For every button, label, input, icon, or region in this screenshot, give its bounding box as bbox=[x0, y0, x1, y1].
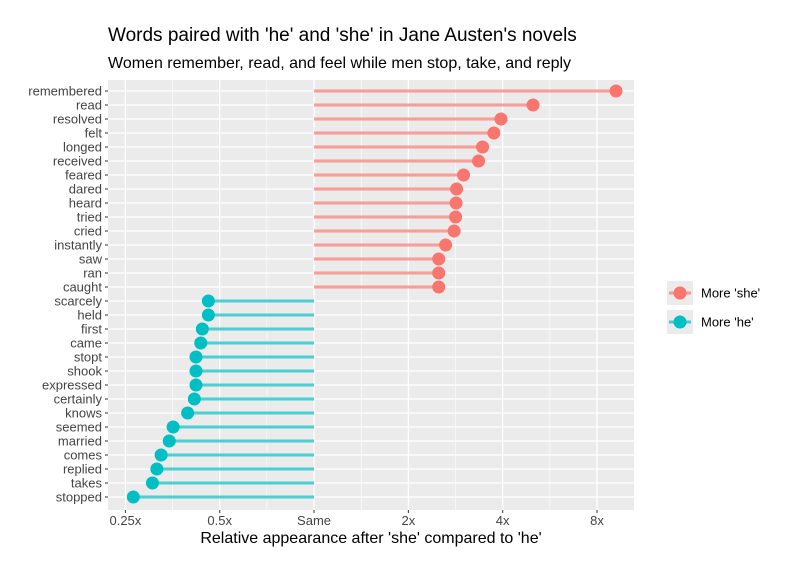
y-tick-label: expressed bbox=[42, 378, 102, 393]
lollipop-point bbox=[145, 476, 159, 490]
lollipop-point bbox=[194, 336, 208, 350]
lollipop-point bbox=[189, 350, 203, 364]
legend-label: More 'she' bbox=[701, 286, 760, 301]
chart-subtitle: Women remember, read, and feel while men… bbox=[108, 55, 571, 72]
lollipop-point bbox=[609, 84, 623, 98]
y-tick-label: read bbox=[76, 98, 102, 113]
lollipop-point bbox=[201, 294, 215, 308]
lollipop-point bbox=[201, 308, 215, 322]
y-tick-label: knows bbox=[65, 406, 102, 421]
y-tick-label: ran bbox=[83, 266, 102, 281]
y-tick-label: longed bbox=[63, 140, 102, 155]
chart-title: Words paired with 'he' and 'she' in Jane… bbox=[108, 25, 577, 46]
y-tick-label: shook bbox=[67, 364, 102, 379]
legend: More 'she' More 'he' bbox=[661, 277, 773, 341]
lollipop-point bbox=[189, 378, 203, 392]
lollipop-point bbox=[162, 434, 176, 448]
y-tick-label: certainly bbox=[54, 392, 103, 407]
lollipop-point bbox=[457, 168, 471, 182]
y-tick-label: cried bbox=[74, 224, 102, 239]
x-tick-label: 0.5x bbox=[207, 513, 232, 528]
lollipops bbox=[126, 84, 623, 504]
y-tick-label: dared bbox=[69, 182, 102, 197]
y-tick-label: scarcely bbox=[54, 294, 102, 309]
lollipop-point bbox=[526, 98, 540, 112]
lollipop-point bbox=[187, 392, 201, 406]
y-tick-label: remembered bbox=[28, 84, 102, 99]
x-tick-label: 8x bbox=[590, 513, 604, 528]
lollipop-point bbox=[189, 364, 203, 378]
legend-label: More 'he' bbox=[701, 315, 754, 330]
lollipop-point bbox=[439, 238, 453, 252]
y-tick-label: caught bbox=[63, 280, 102, 295]
y-tick-label: received bbox=[53, 154, 102, 169]
lollipop-point bbox=[476, 140, 490, 154]
lollipop-point bbox=[449, 210, 463, 224]
y-tick-label: takes bbox=[71, 476, 103, 491]
y-tick-label: tried bbox=[77, 210, 102, 225]
lollipop-point bbox=[494, 112, 508, 126]
lollipop-point bbox=[432, 266, 446, 280]
plot-panel bbox=[108, 80, 634, 510]
y-tick-label: feared bbox=[65, 168, 102, 183]
y-tick-label: replied bbox=[63, 462, 102, 477]
y-tick-label: came bbox=[70, 336, 102, 351]
y-tick-label: saw bbox=[79, 252, 103, 267]
lollipop-point bbox=[181, 406, 195, 420]
lollipop-point bbox=[432, 280, 446, 294]
lollipop-point bbox=[166, 420, 180, 434]
lollipop-point bbox=[432, 252, 446, 266]
y-tick-label: comes bbox=[64, 448, 103, 463]
lollipop-point bbox=[154, 448, 168, 462]
legend-key-point bbox=[673, 286, 687, 300]
lollipop-point bbox=[447, 224, 461, 238]
y-tick-label: first bbox=[81, 322, 102, 337]
lollipop-point bbox=[449, 196, 463, 210]
lollipop-point bbox=[487, 126, 501, 140]
y-tick-label: resolved bbox=[53, 112, 102, 127]
y-tick-label: married bbox=[58, 434, 102, 449]
lollipop-point bbox=[450, 182, 464, 196]
x-tick-label: 4x bbox=[496, 513, 510, 528]
y-tick-label: seemed bbox=[56, 420, 102, 435]
lollipop-point bbox=[195, 322, 209, 336]
y-tick-label: held bbox=[77, 308, 102, 323]
lollipop-point bbox=[472, 154, 486, 168]
lollipop-point bbox=[150, 462, 164, 476]
lollipop-point bbox=[126, 490, 140, 504]
y-tick-label: stopt bbox=[74, 350, 103, 365]
legend-key-point bbox=[673, 315, 687, 329]
y-tick-label: felt bbox=[85, 126, 103, 141]
x-tick-label: Same bbox=[297, 513, 331, 528]
x-tick-label: 2x bbox=[401, 513, 415, 528]
x-tick-label: 0.25x bbox=[109, 513, 141, 528]
y-tick-label: stopped bbox=[56, 490, 102, 505]
x-axis-title: Relative appearance after 'she' compared… bbox=[200, 530, 541, 547]
y-tick-label: instantly bbox=[54, 238, 102, 253]
y-tick-label: heard bbox=[69, 196, 102, 211]
y-axis: rememberedreadresolvedfeltlongedreceived… bbox=[28, 84, 108, 505]
x-axis: 0.25x 0.5x Same 2x 4x 8x bbox=[109, 510, 604, 528]
